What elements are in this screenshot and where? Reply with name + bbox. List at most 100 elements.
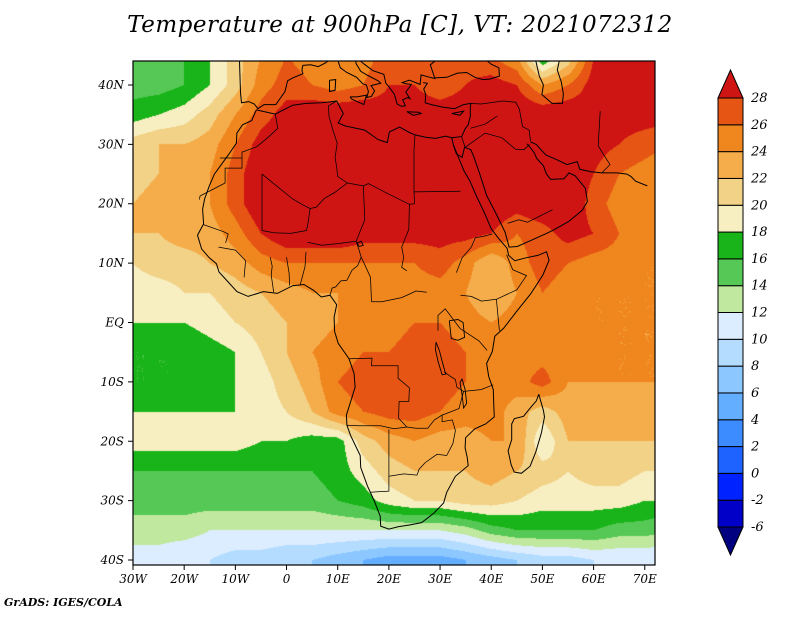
y-axis-tick-label: 40S bbox=[100, 553, 125, 567]
colorbar-band bbox=[717, 258, 744, 287]
country-border-path bbox=[370, 429, 390, 493]
country-border-path bbox=[286, 257, 290, 286]
coastline-path bbox=[349, 94, 368, 106]
colorbar-band bbox=[717, 177, 744, 206]
coastline-path bbox=[451, 110, 465, 116]
colorbar-label: 22 bbox=[750, 171, 768, 186]
coastline-path bbox=[530, 141, 648, 187]
x-axis-tick-label: 10E bbox=[326, 572, 350, 586]
y-axis-tick-label: 30N bbox=[98, 137, 124, 151]
x-axis-tick-label: 30E bbox=[428, 572, 452, 586]
country-border-path bbox=[463, 384, 494, 392]
coastline-path bbox=[329, 79, 337, 93]
y-axis-tick-label: 10S bbox=[101, 375, 125, 389]
country-border-path bbox=[413, 134, 416, 204]
lake-outline-path bbox=[356, 240, 364, 248]
colorbar-band bbox=[717, 392, 744, 421]
x-axis-tick-label: 20E bbox=[376, 572, 401, 586]
country-border-path bbox=[461, 136, 466, 148]
y-axis-tick-label: 40N bbox=[97, 78, 124, 92]
x-axis-tick-label: 20W bbox=[169, 572, 199, 586]
colorbar-label: 4 bbox=[750, 413, 759, 428]
colorbar-label: 26 bbox=[750, 118, 768, 133]
y-axis-tick-label: EQ bbox=[104, 316, 124, 330]
country-border-path bbox=[475, 233, 493, 238]
country-border-path bbox=[360, 257, 372, 302]
colorbar-label: 24 bbox=[750, 145, 768, 160]
colorbar-label: -6 bbox=[751, 520, 764, 535]
country-border-path bbox=[597, 111, 611, 174]
colorbar-band bbox=[717, 151, 744, 179]
country-border-path bbox=[220, 114, 279, 159]
country-border-path bbox=[371, 290, 427, 303]
coastline-path bbox=[434, 61, 500, 81]
colorbar-band bbox=[717, 338, 744, 367]
coastline-path bbox=[359, 61, 436, 107]
country-border-path bbox=[202, 224, 229, 244]
country-border-path bbox=[388, 453, 447, 477]
y-axis-tick-label: 10N bbox=[98, 256, 124, 270]
colorbar-band bbox=[717, 446, 744, 474]
y-axis-tick-label: 20S bbox=[100, 434, 125, 448]
x-axis-tick-label: 70E bbox=[633, 572, 657, 586]
lake-outline-path bbox=[459, 378, 468, 410]
country-border-path bbox=[507, 209, 553, 224]
country-border-path bbox=[437, 308, 461, 331]
country-border-path bbox=[470, 115, 498, 129]
lake-outline-path bbox=[448, 319, 466, 341]
colorbar-band bbox=[717, 499, 744, 528]
country-border-path bbox=[307, 240, 357, 246]
country-border-path bbox=[464, 132, 530, 151]
country-border-path bbox=[348, 357, 410, 428]
country-border-path bbox=[456, 237, 476, 273]
country-border-path bbox=[347, 182, 415, 205]
coastline-path bbox=[406, 111, 423, 116]
x-axis-tick-label: 40E bbox=[478, 572, 503, 586]
colorbar-band bbox=[717, 312, 744, 340]
colorbar-band bbox=[717, 204, 744, 233]
coastline-path bbox=[535, 61, 564, 104]
coastline-path bbox=[423, 82, 472, 139]
grads-credit: GrADS: IGES/COLA bbox=[4, 596, 123, 609]
colorbar-band bbox=[717, 365, 744, 394]
x-axis-tick-label: 50E bbox=[530, 572, 554, 586]
country-border-path bbox=[459, 328, 488, 351]
x-axis-tick-label: 0 bbox=[283, 572, 291, 586]
country-border-path bbox=[413, 190, 461, 193]
country-border-path bbox=[261, 173, 348, 209]
country-border-path bbox=[218, 246, 246, 278]
country-border-path bbox=[328, 100, 348, 184]
y-axis-tick-label: 20N bbox=[97, 197, 124, 211]
colorbar-label: 6 bbox=[751, 386, 759, 401]
country-border-path bbox=[401, 204, 410, 272]
colorbar-label: 8 bbox=[751, 359, 759, 374]
country-border-path bbox=[261, 208, 311, 234]
coastline-path bbox=[337, 61, 382, 99]
country-border-path bbox=[346, 424, 417, 430]
country-border-path bbox=[416, 414, 456, 456]
colorbar-label: 14 bbox=[751, 279, 768, 294]
colorbar-band bbox=[717, 472, 744, 501]
country-border-path bbox=[299, 251, 307, 285]
x-axis-tick-label: 10W bbox=[222, 572, 251, 586]
coastline-path bbox=[196, 100, 550, 530]
colorbar-label: -2 bbox=[751, 493, 764, 508]
colorbar-band bbox=[717, 285, 744, 314]
colorbar-label: 10 bbox=[751, 332, 768, 347]
country-border-path bbox=[199, 158, 243, 200]
plot-frame bbox=[132, 60, 656, 566]
colorbar-band bbox=[717, 124, 744, 153]
temperature-field-canvas bbox=[133, 61, 655, 565]
colorbar-bottom-arrow bbox=[717, 526, 744, 557]
country-border-path bbox=[329, 257, 362, 296]
colorbar-label: 18 bbox=[751, 225, 768, 240]
country-border-path bbox=[460, 294, 497, 302]
y-axis-tick-label: 30S bbox=[101, 494, 125, 508]
colorbar-label: 0 bbox=[751, 466, 759, 481]
lake-outline-path bbox=[435, 341, 447, 376]
colorbar-band bbox=[717, 231, 744, 260]
colorbar-label: 2 bbox=[750, 440, 759, 455]
